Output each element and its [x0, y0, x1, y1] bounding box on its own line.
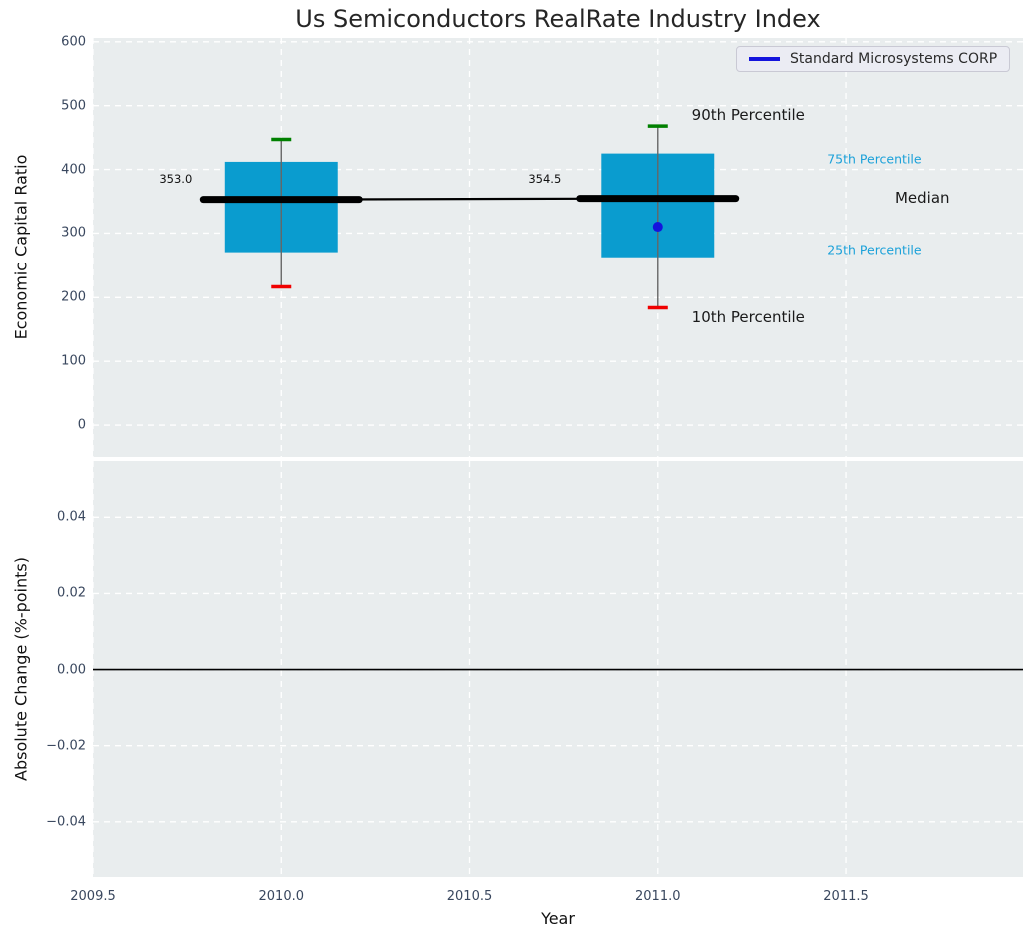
bottom-y-tick-−0.04: −0.04 [46, 814, 86, 830]
top-y-tick-600: 600 [61, 34, 86, 50]
bottom-y-tick-0.02: 0.02 [57, 585, 86, 601]
annotation-75th-percentile: 75th Percentile [827, 151, 922, 167]
top-y-tick-0: 0 [77, 417, 86, 433]
top-y-tick-500: 500 [61, 98, 86, 114]
top-y-tick-100: 100 [61, 353, 86, 369]
top-y-tick-400: 400 [61, 162, 86, 178]
x-tick-2011.5: 2011.5 [823, 889, 869, 904]
top-y-axis-label: Economic Capital Ratio [11, 154, 31, 340]
x-tick-2010.0: 2010.0 [258, 889, 305, 904]
x-axis-label: Year [541, 909, 575, 928]
company-point [652, 222, 663, 233]
annotation-median: Median [894, 188, 950, 207]
annotation-25th-percentile: 25th Percentile [827, 242, 922, 258]
top-y-tick-200: 200 [61, 289, 86, 305]
legend: Standard Microsystems CORP [736, 46, 1011, 72]
legend-label: Standard Microsystems CORP [790, 51, 998, 67]
bottom-y-tick-0.04: 0.04 [57, 509, 86, 525]
annotation-10th-percentile: 10th Percentile [691, 308, 805, 327]
bottom-y-axis-label: Absolute Change (%-points) [11, 557, 31, 781]
bottom-y-tick-0.00: 0.00 [57, 662, 86, 678]
annotation-353-0: 353.0 [159, 172, 193, 187]
chart-title: Us Semiconductors RealRate Industry Inde… [295, 5, 821, 33]
x-tick-2009.5: 2009.5 [70, 889, 116, 904]
bottom-y-tick-−0.02: −0.02 [46, 738, 86, 754]
legend-line-swatch [749, 57, 780, 61]
annotation-354-5: 354.5 [528, 172, 562, 187]
annotation-90th-percentile: 90th Percentile [691, 105, 805, 124]
x-tick-2010.5: 2010.5 [446, 889, 493, 904]
top-y-tick-300: 300 [61, 225, 86, 241]
x-tick-2011.0: 2011.0 [635, 889, 681, 904]
